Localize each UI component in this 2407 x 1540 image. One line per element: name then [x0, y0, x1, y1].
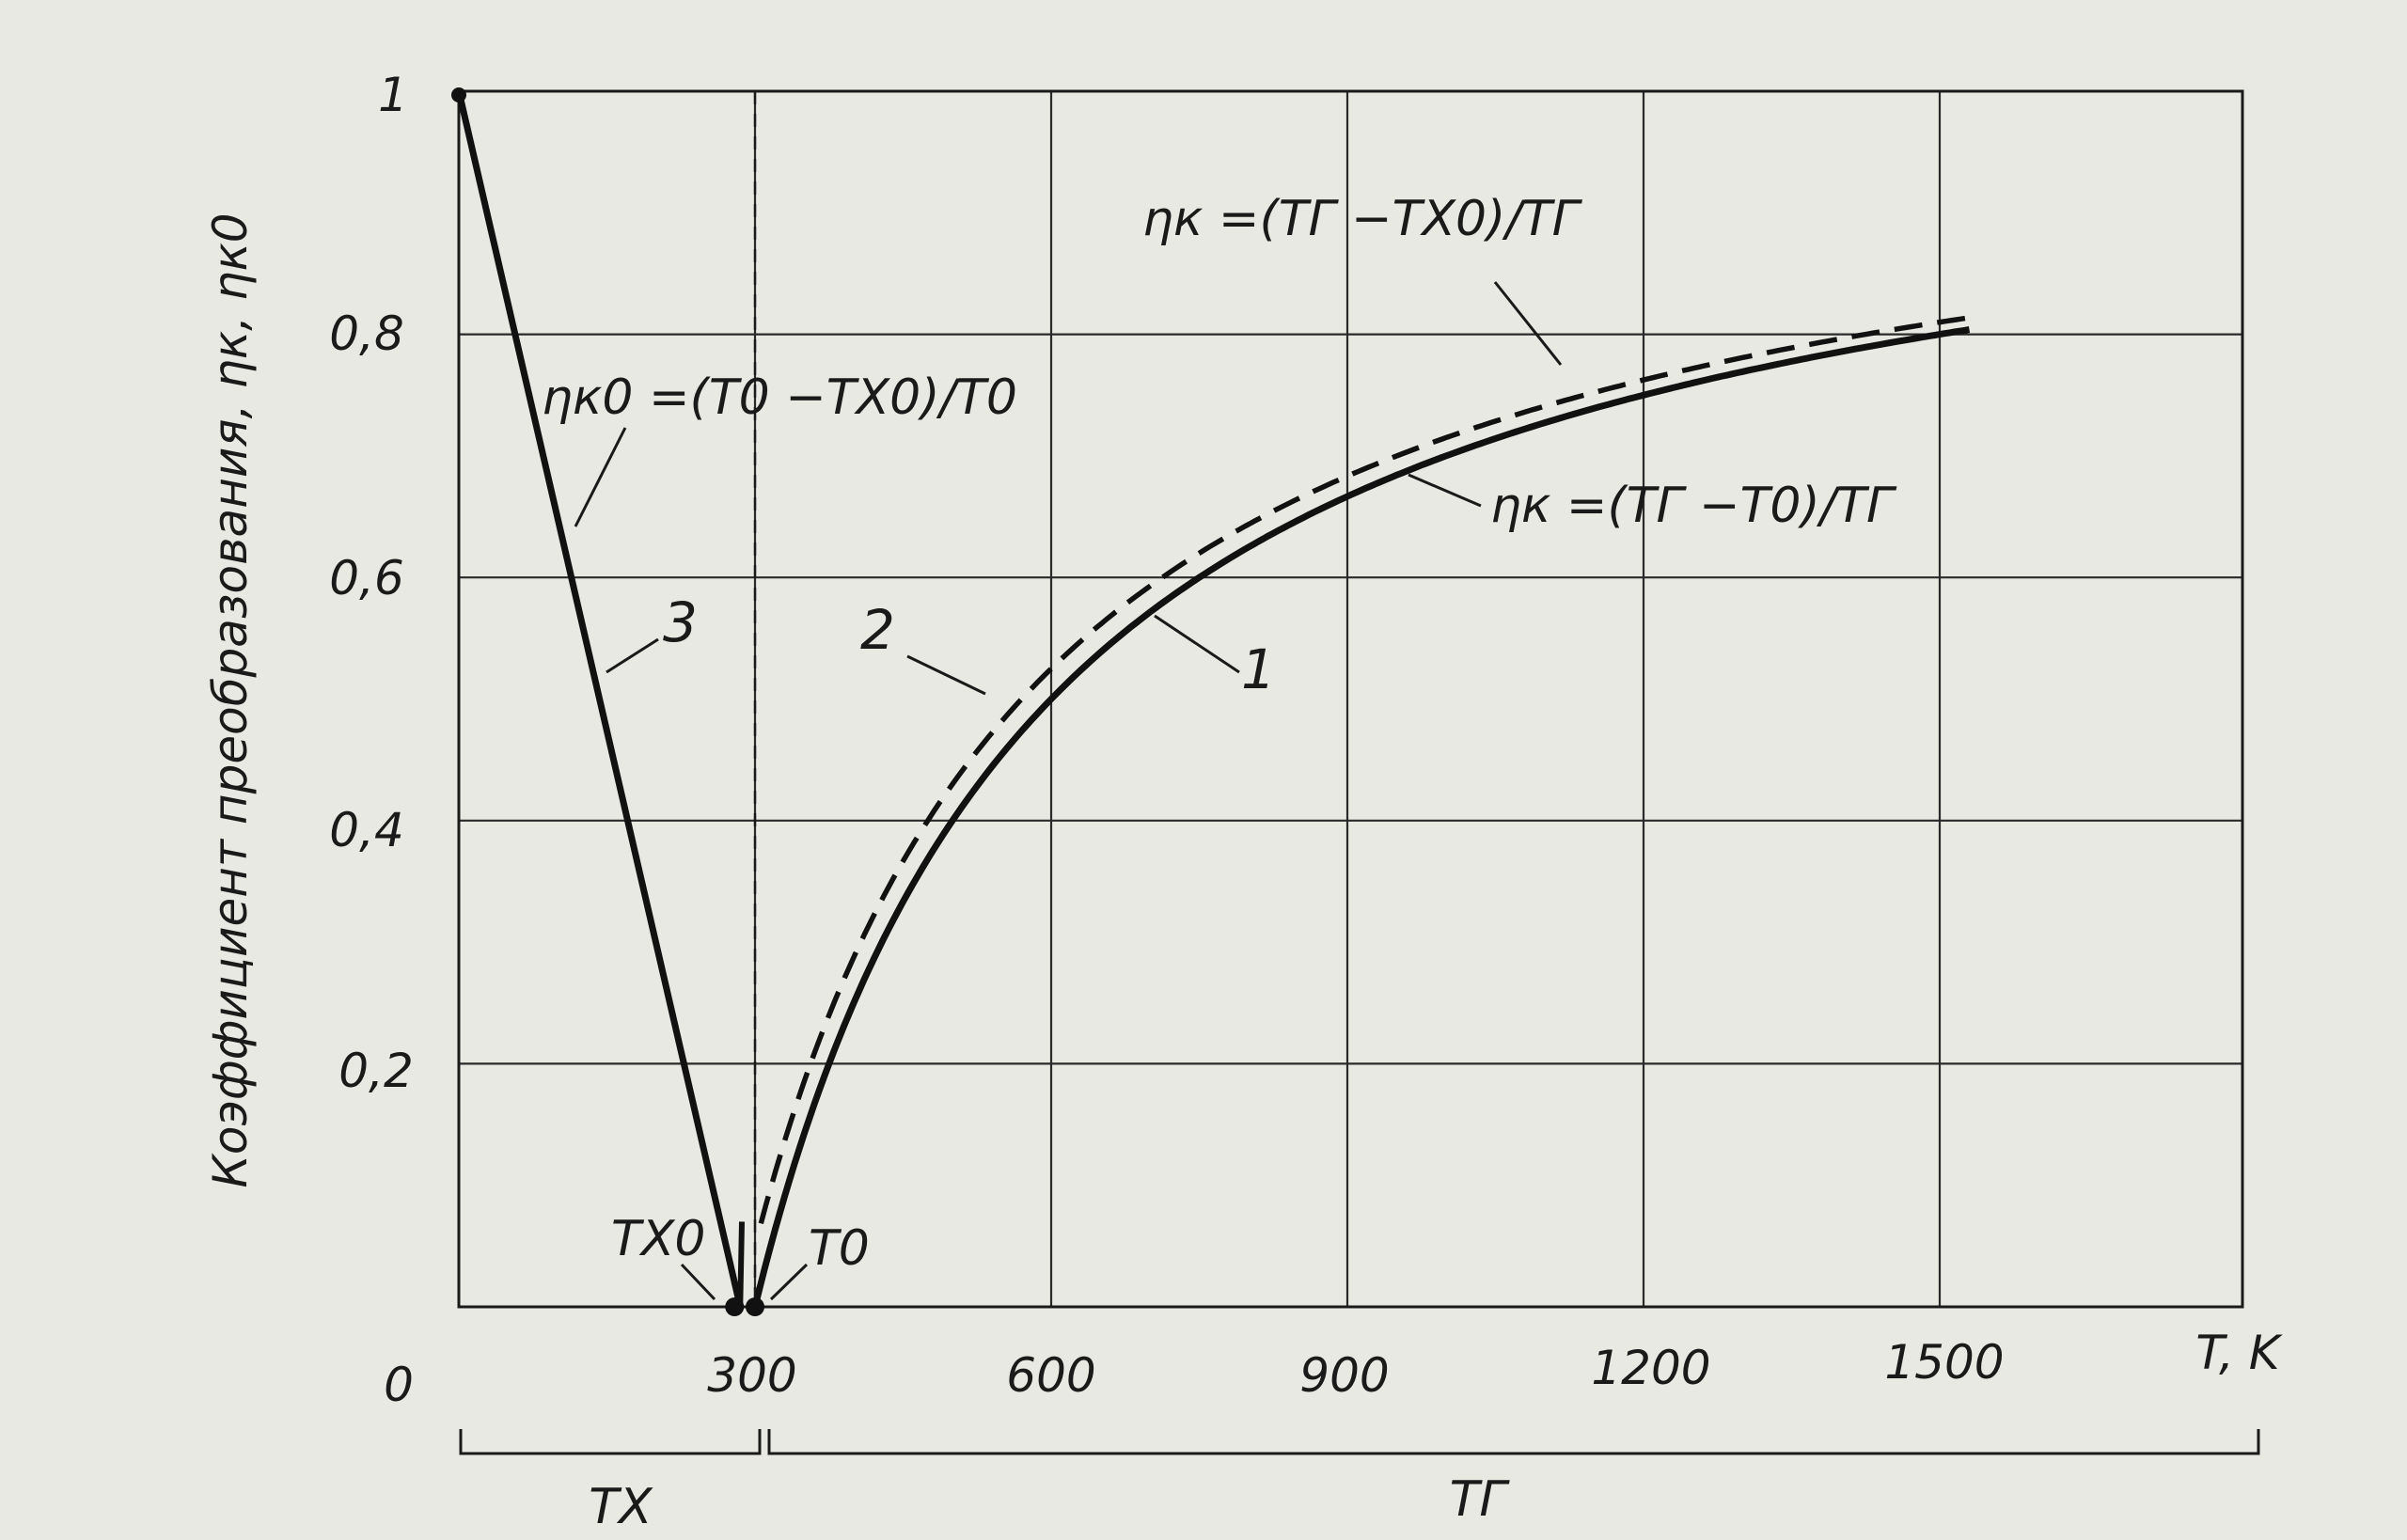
y-axis-label: Коэффициент преобразования, ηк, ηк0	[203, 212, 258, 1187]
series-group	[455, 90, 1971, 1308]
series-line-1	[751, 326, 1971, 1308]
start-point-1	[451, 87, 466, 102]
marks-group	[451, 87, 764, 1316]
leader-curve-3-number	[606, 637, 659, 674]
series-line-2	[758, 315, 1966, 1225]
x-axis-label: T, K	[2195, 1326, 2283, 1380]
t0-point	[746, 1297, 764, 1316]
plot-frame	[457, 89, 2244, 1309]
grid	[459, 91, 2242, 1307]
x-tick-label-1200: 1200	[1591, 1341, 1710, 1395]
x-tick-label-1500: 1500	[1884, 1335, 2004, 1390]
formula-curve-2: ηк =(TГ −TX0)/TГ	[1142, 191, 1583, 247]
origin-label: 0	[384, 1358, 414, 1412]
leader-tx0	[680, 1263, 716, 1301]
leader-curve-3-formula	[574, 427, 627, 527]
x-tick-label-600: 600	[1006, 1348, 1095, 1403]
t0-point-label: T0	[809, 1220, 870, 1277]
y-tick-label-0-8: 0,8	[329, 306, 404, 361]
x-tick-label-300: 300	[707, 1348, 796, 1403]
curve-label-1: 1	[1241, 637, 1276, 701]
leader-curve-1-number	[1154, 614, 1240, 674]
x-tick-label-900: 900	[1299, 1348, 1389, 1403]
y-tick-label-0-4: 0,4	[329, 803, 404, 857]
leader-curve-2-number	[906, 654, 986, 696]
formula-curve-1: ηк =(TГ −T0)/TГ	[1490, 478, 1897, 534]
tx0-point	[725, 1297, 745, 1316]
formula-curve-3: ηк0 =(T0 −TX0)/T0	[542, 369, 1017, 426]
series-line-3	[455, 90, 744, 1308]
curve-label-3: 3	[663, 590, 698, 654]
y-tick-label-1: 1	[378, 68, 408, 122]
leader-curve-1-formula	[1408, 473, 1482, 508]
range-bracket-tg	[767, 1429, 2260, 1455]
range-label-tx: TX	[589, 1479, 653, 1535]
y-tick-label-0-6: 0,6	[329, 551, 404, 605]
range-label-tg: TГ	[1450, 1471, 1511, 1528]
leader-curve-2-formula	[1493, 281, 1563, 366]
series-line-3-return	[737, 1221, 745, 1308]
leader-t0	[769, 1263, 809, 1301]
range-bracket-tx	[459, 1429, 762, 1455]
y-tick-label-0-2: 0,2	[338, 1044, 414, 1098]
curve-label-2: 2	[860, 598, 895, 662]
tx0-point-label: TX0	[611, 1211, 705, 1267]
